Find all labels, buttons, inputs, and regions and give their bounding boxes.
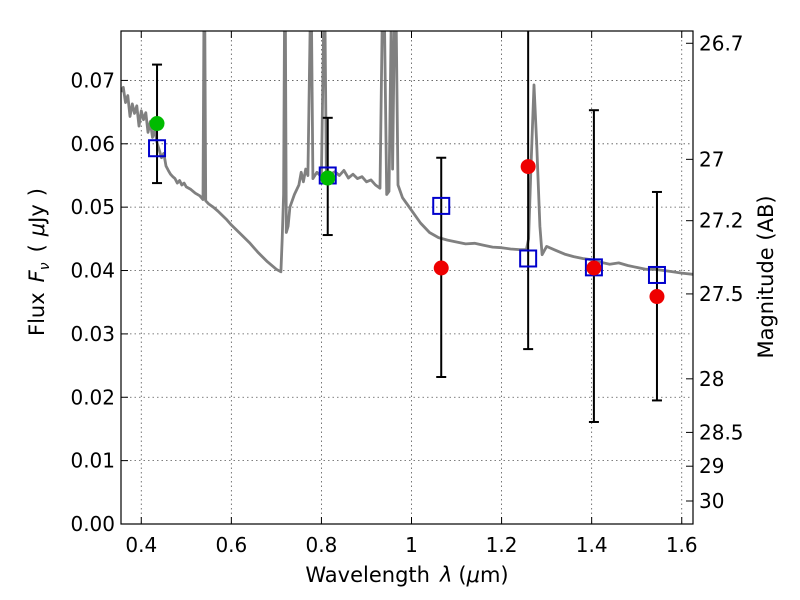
model-photometry-square bbox=[148, 139, 167, 158]
x-tick-label: 1.6 bbox=[666, 533, 698, 557]
y-tick-label: 0.06 bbox=[70, 132, 115, 156]
x-tick-label: 1.4 bbox=[576, 533, 608, 557]
model-photometry-square bbox=[432, 196, 451, 215]
x-tick-label: 1.2 bbox=[486, 533, 518, 557]
mag-tick-label: 26.7 bbox=[699, 31, 744, 55]
mag-tick-label: 28.5 bbox=[699, 420, 744, 444]
x-tick-label: 0.4 bbox=[125, 533, 157, 557]
x-tick-label: 0.8 bbox=[306, 533, 338, 557]
model-spectrum-line bbox=[121, 31, 693, 276]
y-tick-label: 0.00 bbox=[70, 512, 115, 536]
x-axis-title: Wavelength λ (μm) bbox=[305, 563, 508, 587]
mag-tick-label: 30 bbox=[699, 489, 724, 513]
detection-point-red bbox=[586, 260, 602, 276]
plot-area bbox=[121, 31, 693, 423]
y-tick-label: 0.03 bbox=[70, 322, 115, 346]
mag-tick-label: 27.2 bbox=[699, 209, 744, 233]
model-photometry-square bbox=[647, 265, 666, 284]
y-tick-label: 0.04 bbox=[70, 259, 115, 283]
mag-tick-label: 29 bbox=[699, 454, 724, 478]
x-tick-label: 1 bbox=[405, 533, 418, 557]
y2-axis-title: Magnitude (AB) bbox=[754, 195, 778, 358]
y-tick-label: 0.05 bbox=[70, 195, 115, 219]
detection-point-red bbox=[433, 260, 449, 276]
model-photometry-markers bbox=[148, 139, 666, 284]
plot-frame bbox=[120, 30, 694, 525]
mag-tick-label: 27 bbox=[699, 147, 724, 171]
axis-ticks: 0.4 0.6 0.8 1 1.2 1.4 1.6 0.00 0.01 0.02 0.03 0.04 0… bbox=[70, 31, 744, 557]
error-bar bbox=[523, 31, 534, 351]
model-photometry-square bbox=[519, 249, 538, 268]
y-tick-label: 0.01 bbox=[70, 449, 115, 473]
detection-point-red bbox=[520, 159, 536, 175]
detection-point-green bbox=[320, 170, 336, 186]
y-axis-title: FluxFν(μJy) bbox=[25, 188, 53, 336]
detection-point-red bbox=[649, 289, 665, 305]
y-tick-label: 0.02 bbox=[70, 385, 115, 409]
observed-markers bbox=[149, 116, 665, 305]
detection-point-green bbox=[149, 116, 165, 132]
y-tick-label: 0.07 bbox=[70, 68, 115, 92]
mag-tick-label: 27.5 bbox=[699, 282, 744, 306]
mag-tick-label: 28 bbox=[699, 367, 724, 391]
x-tick-label: 0.6 bbox=[215, 533, 247, 557]
grid bbox=[121, 31, 693, 525]
